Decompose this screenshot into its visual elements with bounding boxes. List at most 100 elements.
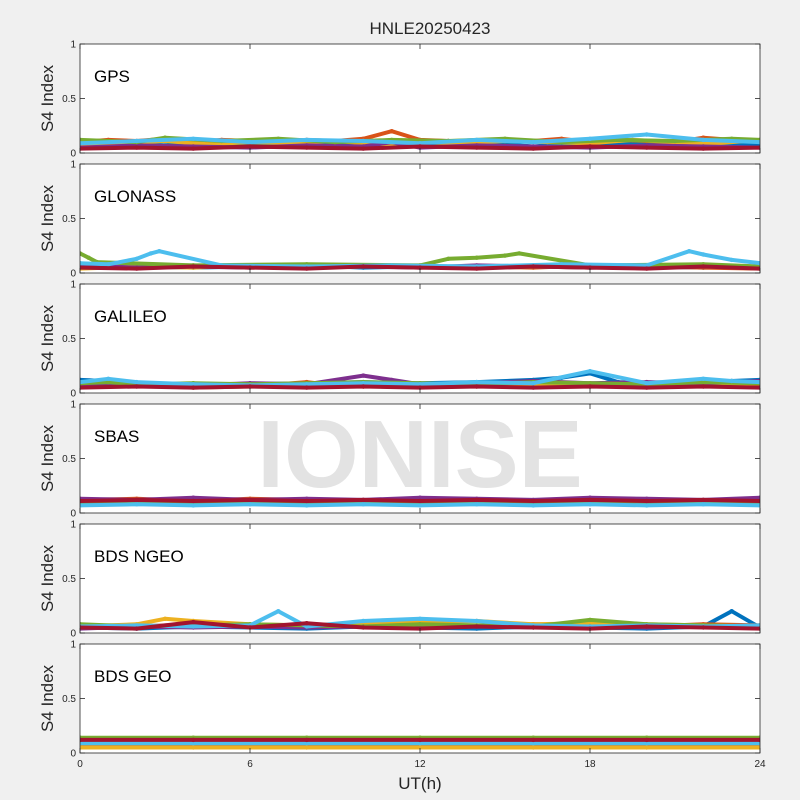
data-point bbox=[474, 379, 479, 385]
data-point bbox=[361, 146, 366, 151]
data-point bbox=[191, 624, 196, 629]
y-tick-label: 1 bbox=[70, 280, 76, 291]
x-axis-label: UT(h) bbox=[398, 774, 441, 793]
data-point bbox=[757, 503, 760, 508]
data-point bbox=[80, 379, 83, 385]
data-point bbox=[80, 625, 83, 630]
data-point bbox=[474, 137, 479, 143]
data-point bbox=[644, 266, 649, 271]
data-point bbox=[247, 497, 253, 503]
data-point bbox=[587, 265, 593, 270]
data-point bbox=[191, 495, 196, 500]
data-point bbox=[361, 381, 366, 386]
data-point bbox=[134, 266, 139, 271]
data-point bbox=[361, 138, 366, 144]
data-point bbox=[474, 624, 479, 629]
x-tick-label: 0 bbox=[77, 759, 83, 770]
data-point bbox=[191, 264, 196, 269]
panel: 0 0.5 1 S4 Index GPS bbox=[38, 40, 761, 160]
data-point bbox=[474, 255, 479, 260]
y-tick-label: 0 bbox=[70, 269, 76, 280]
y-axis-label: S4 Index bbox=[38, 544, 57, 612]
data-point bbox=[191, 741, 196, 746]
panel: 0 0.5 1 S4 Index BDS NGEO bbox=[38, 520, 761, 640]
data-point bbox=[80, 498, 83, 504]
data-point bbox=[644, 624, 649, 629]
data-point bbox=[157, 249, 162, 254]
data-layer bbox=[80, 129, 760, 151]
data-point bbox=[191, 382, 196, 387]
panel: 0 0.5 1 S4 Index GLONASS bbox=[38, 160, 761, 280]
data-point bbox=[417, 385, 423, 390]
data-point bbox=[304, 737, 309, 743]
data-point bbox=[531, 503, 536, 508]
data-point bbox=[80, 261, 83, 266]
x-tick-label: 18 bbox=[584, 759, 596, 770]
data-point bbox=[757, 626, 760, 631]
data-point bbox=[361, 497, 366, 503]
data-point bbox=[162, 616, 168, 621]
data-point bbox=[106, 262, 111, 267]
x-axis: 0 6 12 18 24 bbox=[77, 759, 766, 770]
data-point bbox=[701, 252, 706, 257]
data-point bbox=[531, 498, 536, 504]
data-point bbox=[757, 379, 760, 385]
y-axis-label: S4 Index bbox=[38, 424, 57, 492]
y-tick-label: 1 bbox=[70, 160, 76, 171]
data-point bbox=[531, 737, 536, 743]
data-point bbox=[191, 503, 196, 508]
x-tick-label: 24 bbox=[754, 759, 766, 770]
data-point bbox=[134, 502, 139, 507]
data-point bbox=[191, 385, 196, 390]
data-point bbox=[757, 498, 760, 504]
data-point bbox=[417, 382, 423, 387]
data-point bbox=[417, 737, 423, 743]
data-point bbox=[134, 145, 139, 150]
data-point bbox=[701, 502, 706, 507]
data-point bbox=[701, 497, 706, 503]
data-point bbox=[587, 502, 593, 507]
y-tick-label: 1 bbox=[70, 640, 76, 651]
y-axis-label: S4 Index bbox=[38, 184, 57, 252]
data-point bbox=[276, 609, 281, 614]
data-point bbox=[304, 137, 309, 143]
data-point bbox=[644, 381, 649, 386]
data-point bbox=[247, 625, 253, 630]
panel: 0 0.5 1 S4 Index BDS GEO bbox=[38, 640, 761, 760]
data-point bbox=[531, 625, 536, 630]
y-tick-label: 0.5 bbox=[62, 94, 76, 105]
data-point bbox=[701, 264, 706, 269]
y-tick-label: 0.5 bbox=[62, 214, 76, 225]
data-point bbox=[191, 737, 196, 743]
data-point bbox=[304, 745, 309, 750]
data-point bbox=[729, 378, 734, 384]
data-point bbox=[247, 384, 253, 389]
data-point bbox=[304, 145, 309, 150]
data-point bbox=[80, 146, 83, 151]
data-point bbox=[247, 502, 253, 507]
data-point bbox=[531, 146, 536, 151]
data-point bbox=[644, 385, 649, 390]
x-tick-label: 6 bbox=[247, 759, 253, 770]
figure-title: HNLE20250423 bbox=[370, 19, 491, 38]
data-point bbox=[587, 497, 593, 503]
data-point bbox=[474, 497, 479, 503]
y-tick-label: 0 bbox=[70, 149, 76, 160]
data-point bbox=[417, 622, 423, 627]
data-point bbox=[389, 129, 394, 134]
data-point bbox=[134, 379, 139, 385]
plot-area bbox=[80, 644, 760, 753]
x-tick-label: 12 bbox=[414, 759, 426, 770]
data-point bbox=[474, 618, 479, 624]
data-point bbox=[701, 384, 706, 389]
data-point bbox=[757, 139, 760, 145]
data-point bbox=[86, 255, 91, 260]
data-point bbox=[304, 266, 309, 271]
data-point bbox=[80, 737, 83, 743]
data-point bbox=[304, 624, 309, 629]
panel-label: GALILEO bbox=[94, 307, 167, 326]
data-point bbox=[134, 497, 139, 503]
y-tick-label: 1 bbox=[70, 520, 76, 531]
plot-area bbox=[80, 524, 760, 633]
plot-area bbox=[80, 164, 760, 273]
